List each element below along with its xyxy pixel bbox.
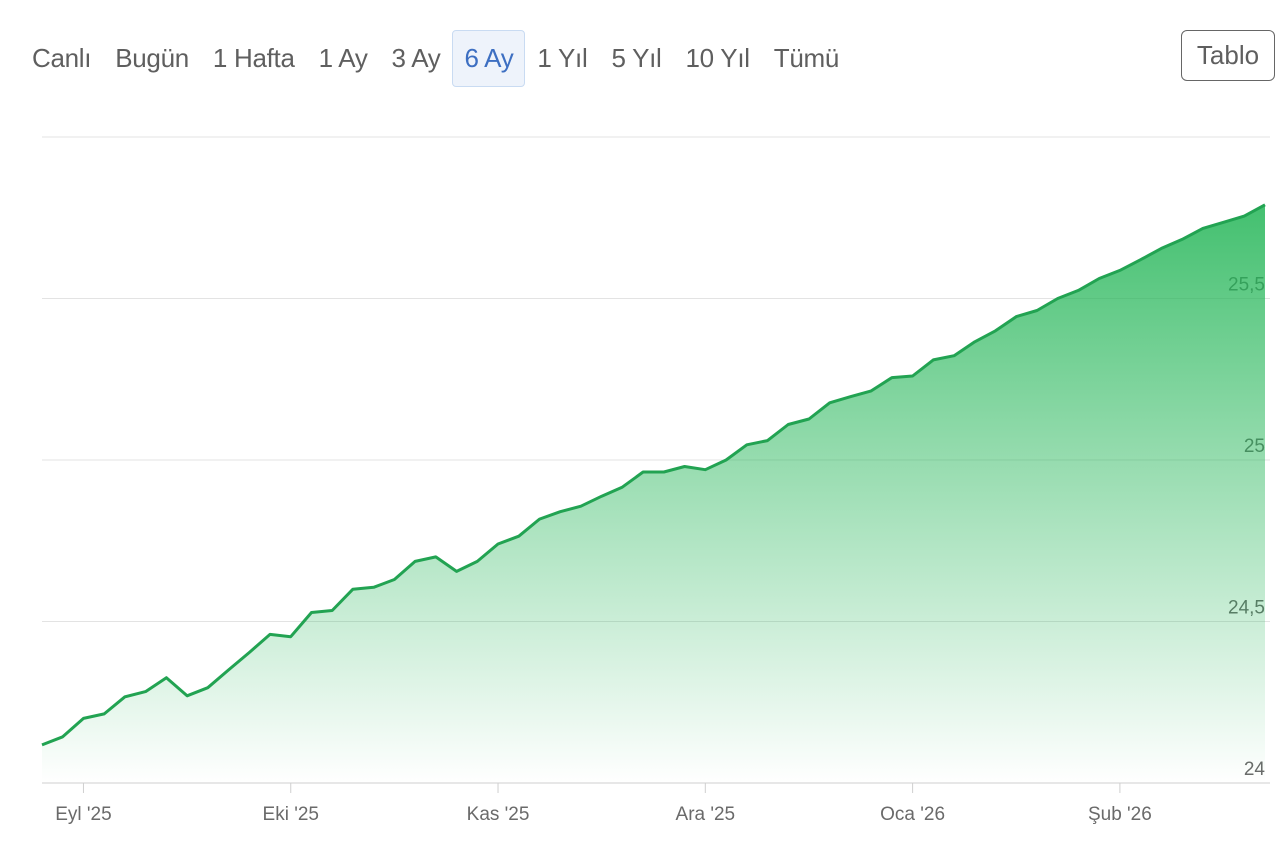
line bbox=[41, 203, 1266, 747]
area-fill bbox=[42, 204, 1265, 784]
range-button[interactable]: 6 Ay bbox=[452, 30, 526, 87]
range-selector: Canlı Bugün 1 Hafta 1 Ay 3 Ay 6 Ay 1 Yıl 5 Yıl 1… bbox=[20, 30, 851, 87]
x-tick-label: Kas '25 bbox=[467, 804, 530, 825]
x-tick-label: Şub '26 bbox=[1088, 804, 1152, 825]
range-button[interactable]: 1 Ay bbox=[318, 43, 368, 73]
range-button[interactable]: 1 Hafta bbox=[212, 43, 295, 73]
x-tick-label: Eyl '25 bbox=[55, 804, 111, 825]
x-tick-label: Eki '25 bbox=[263, 804, 319, 825]
range-button[interactable]: 1 Yıl bbox=[537, 43, 588, 73]
range-button[interactable]: 5 Yıl bbox=[611, 43, 662, 73]
range-button[interactable]: 3 Ay bbox=[391, 43, 441, 73]
range-button[interactable]: Canlı bbox=[32, 43, 92, 73]
x-tick-label: Oca '26 bbox=[880, 804, 945, 825]
x-tick-label: Ara '25 bbox=[676, 804, 736, 825]
range-button[interactable]: Bugün bbox=[115, 43, 189, 73]
range-button[interactable]: Tümü bbox=[773, 43, 840, 73]
table-button[interactable]: Tablo bbox=[1181, 30, 1275, 81]
range-button[interactable]: 10 Yıl bbox=[685, 43, 751, 73]
